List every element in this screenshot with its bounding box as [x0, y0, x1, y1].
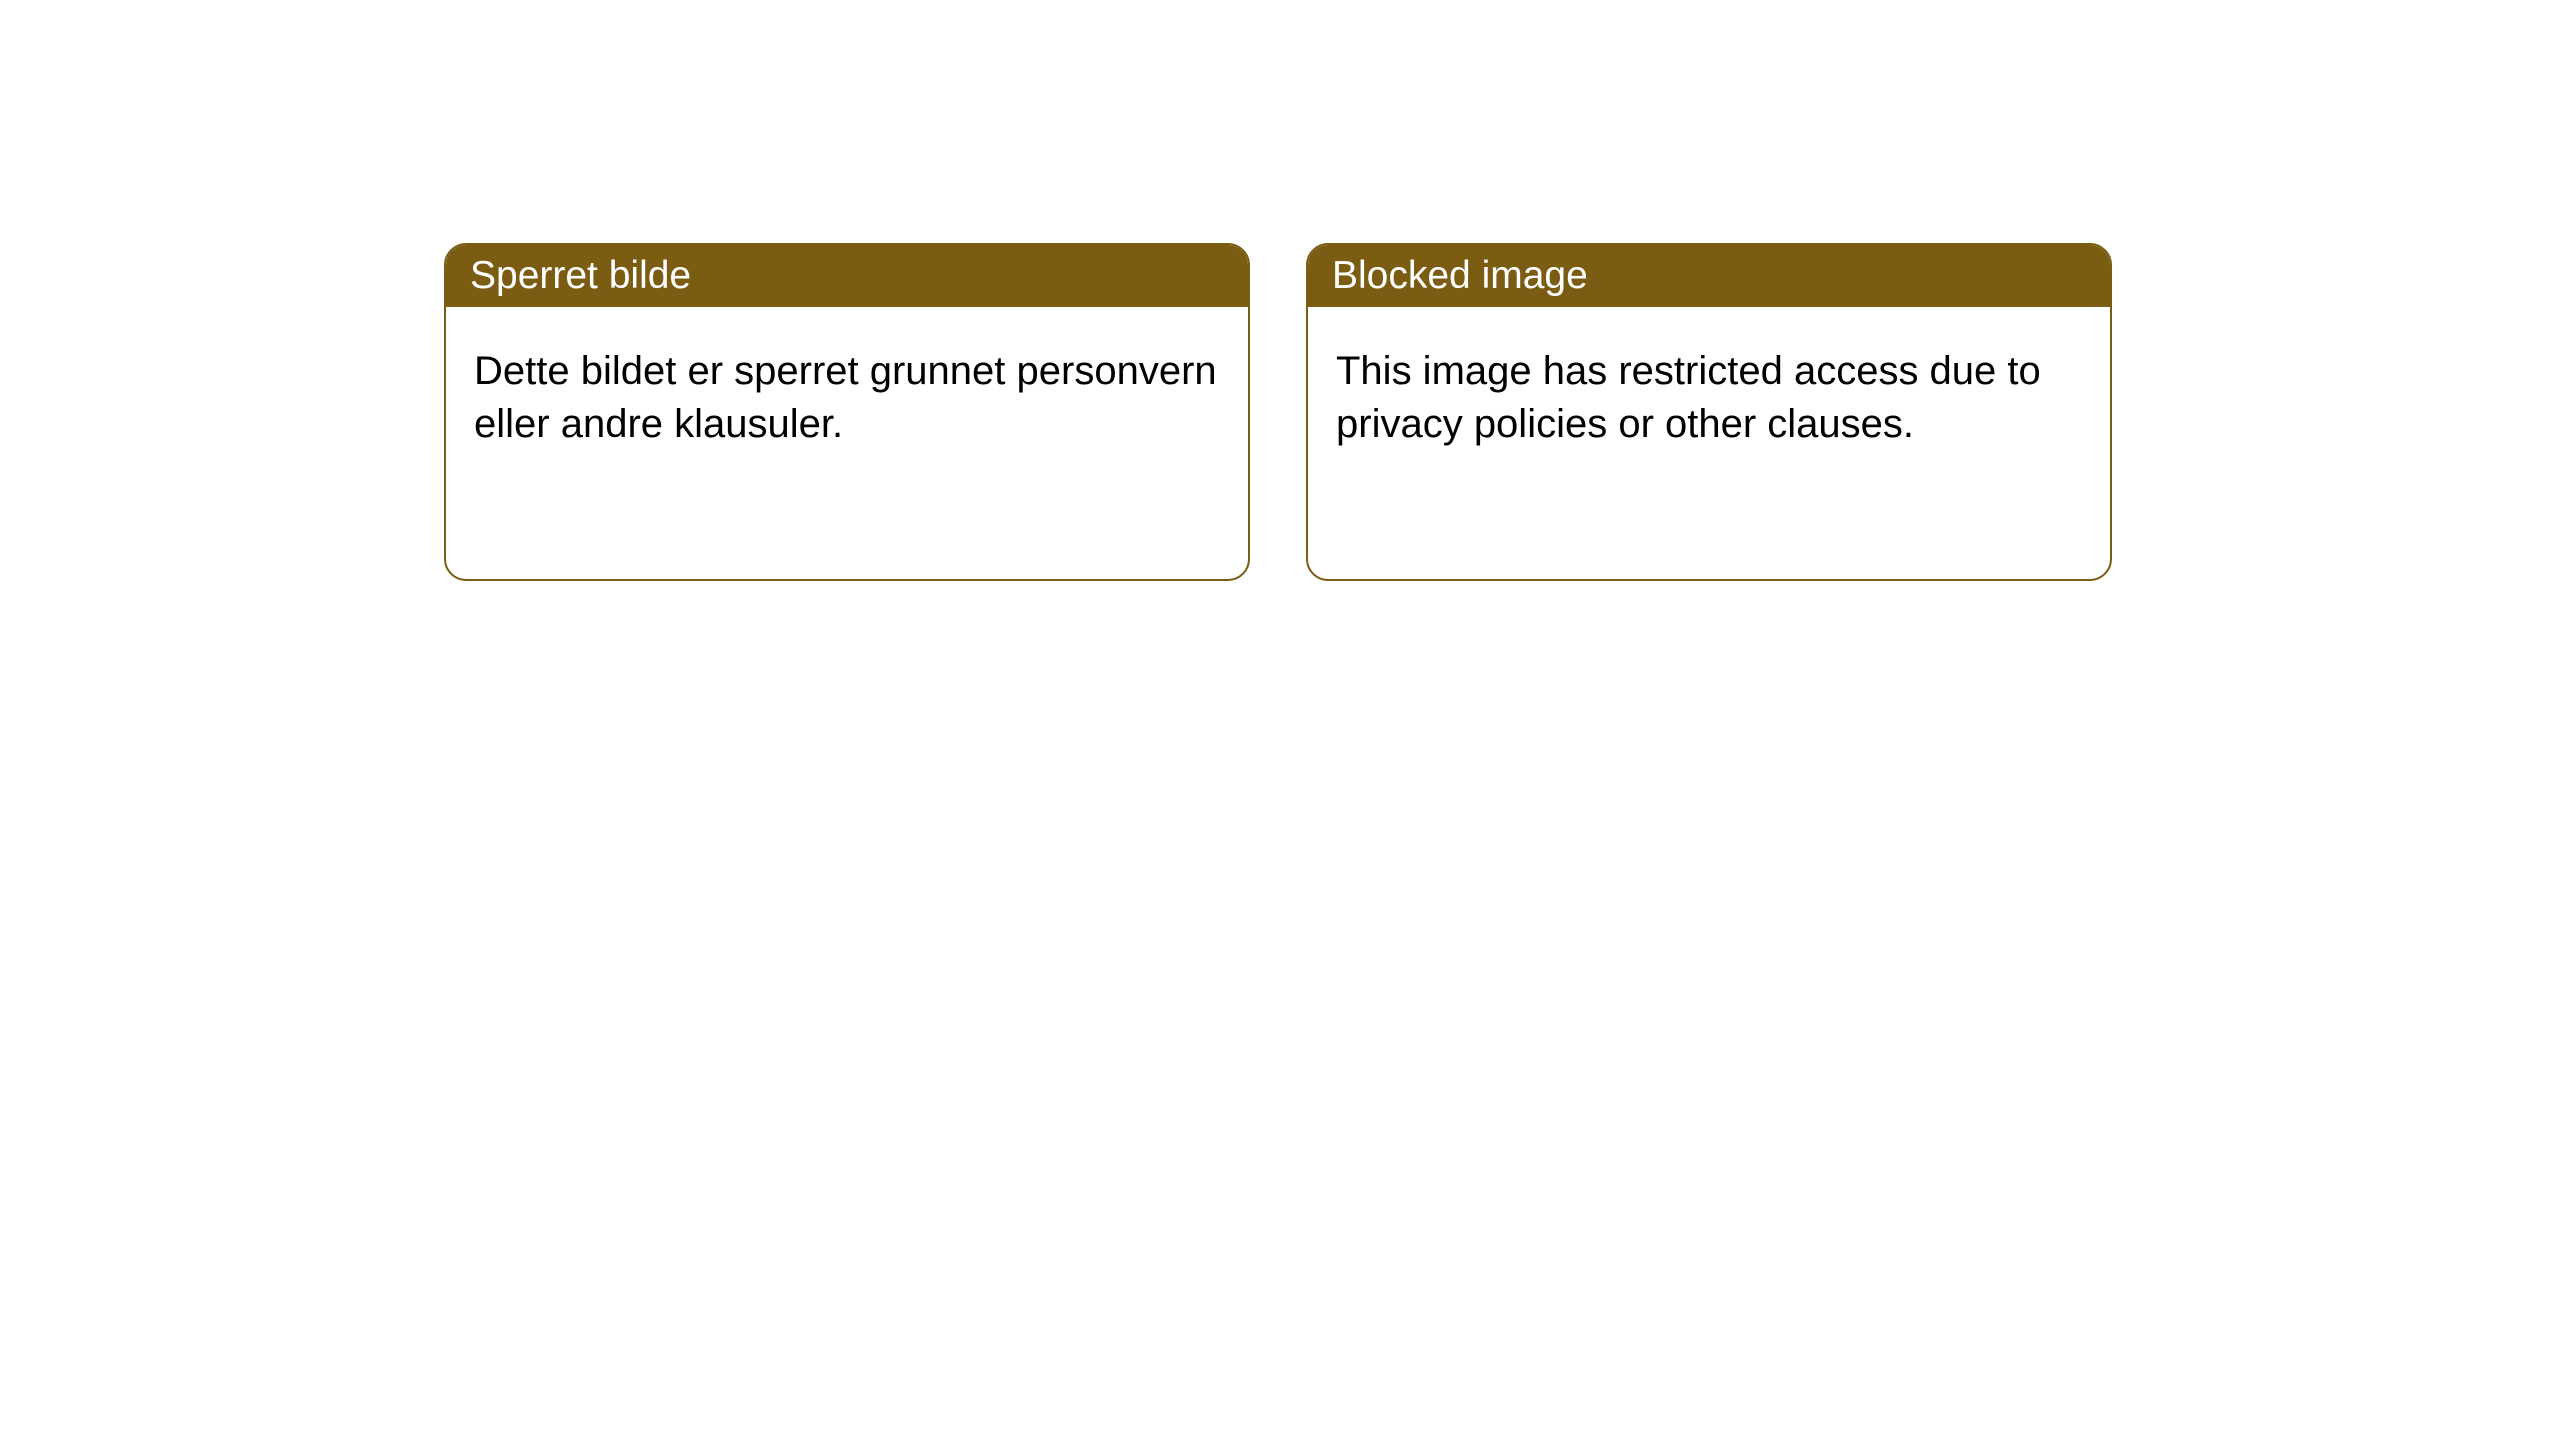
notice-body-text: Dette bildet er sperret grunnet personve… — [474, 349, 1217, 446]
notice-body: This image has restricted access due to … — [1308, 307, 2110, 489]
notice-header: Blocked image — [1308, 245, 2110, 307]
notice-header: Sperret bilde — [446, 245, 1248, 307]
notice-title: Sperret bilde — [470, 254, 691, 297]
notice-box-english: Blocked image This image has restricted … — [1306, 243, 2112, 581]
notice-container: Sperret bilde Dette bildet er sperret gr… — [444, 243, 2112, 581]
notice-title: Blocked image — [1332, 254, 1588, 297]
notice-body: Dette bildet er sperret grunnet personve… — [446, 307, 1248, 489]
notice-box-norwegian: Sperret bilde Dette bildet er sperret gr… — [444, 243, 1250, 581]
notice-body-text: This image has restricted access due to … — [1336, 349, 2041, 446]
